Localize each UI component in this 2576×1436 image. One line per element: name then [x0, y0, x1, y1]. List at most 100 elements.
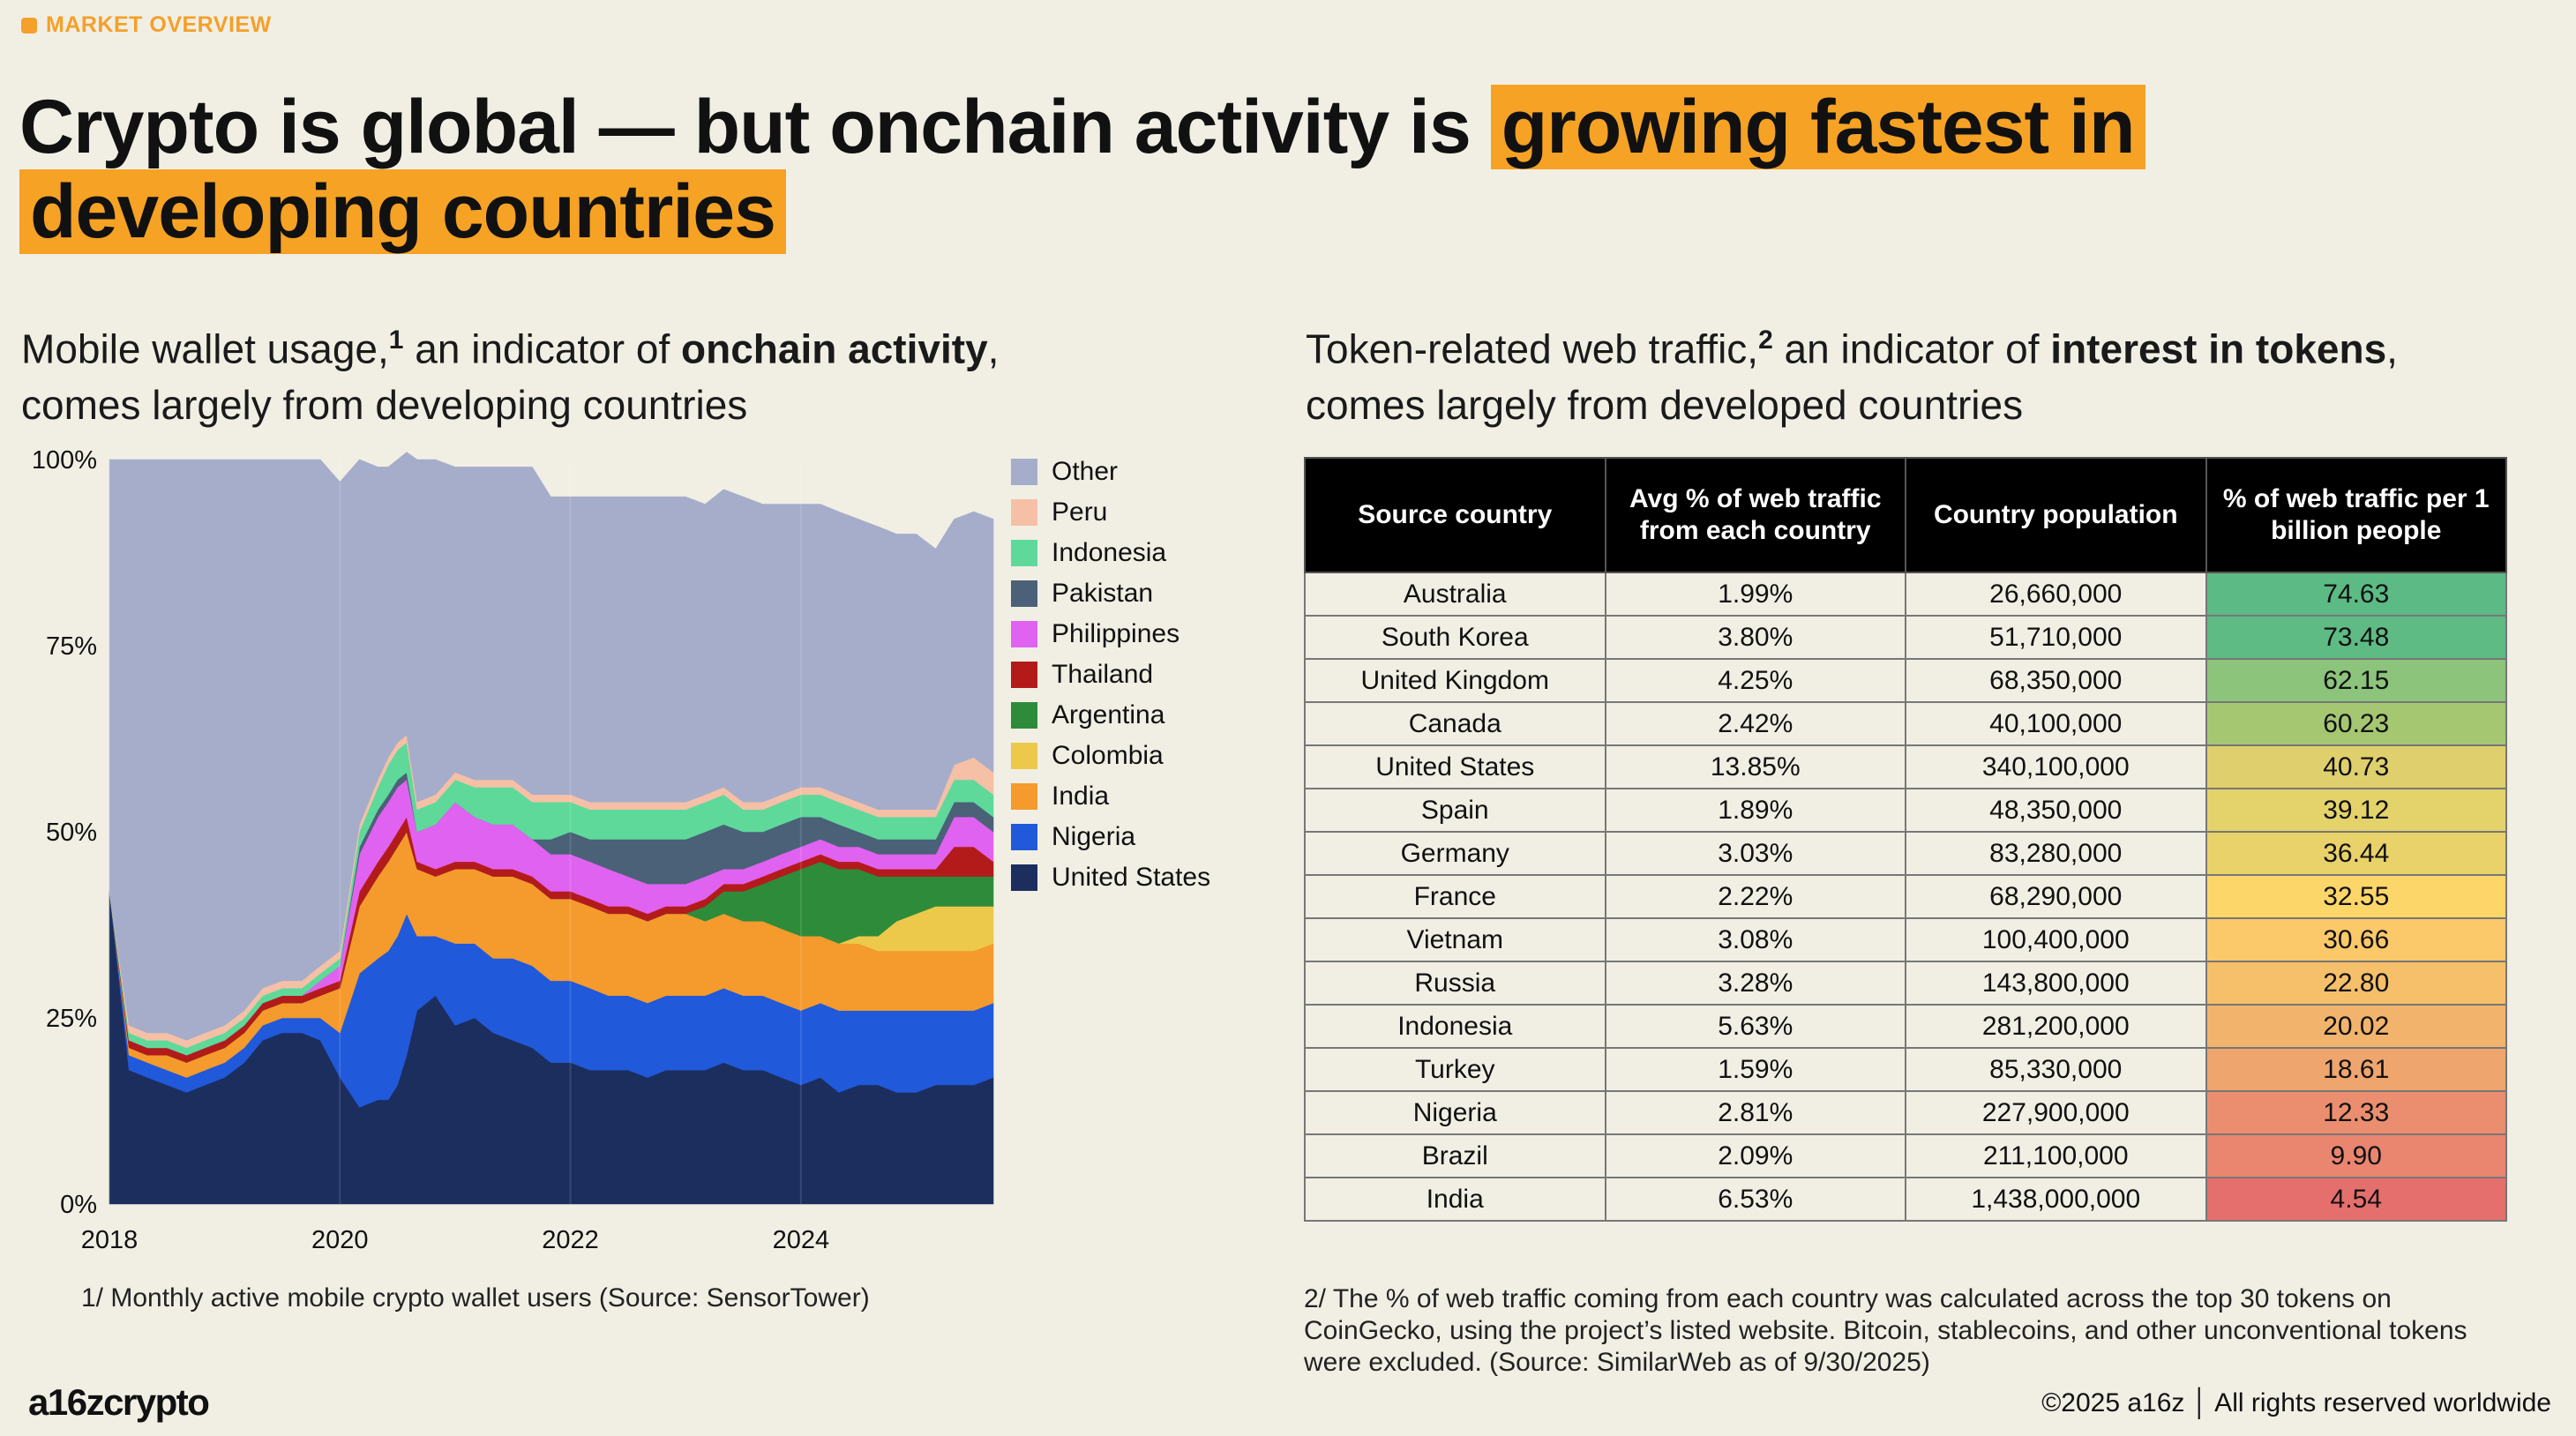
table-row: South Korea 3.80% 51,710,000 73.48	[1304, 615, 2507, 660]
section-tag: MARKET OVERVIEW	[21, 12, 272, 38]
population-cell: 100,400,000	[1905, 917, 2207, 962]
per-billion-cell: 32.55	[2205, 874, 2507, 919]
tag-label: MARKET OVERVIEW	[46, 12, 272, 37]
right-subtitle-part: Token-related web traffic,	[1306, 325, 1759, 372]
legend-label: United States	[1052, 863, 1211, 892]
legend-swatch	[1011, 459, 1037, 485]
legend-item: Nigeria	[1011, 817, 1210, 857]
population-cell: 68,290,000	[1905, 874, 2207, 919]
legend-item: Other	[1011, 452, 1210, 492]
legend-swatch	[1011, 662, 1037, 688]
legend-label: Argentina	[1052, 700, 1165, 729]
legend-item: Argentina	[1011, 695, 1210, 736]
per-billion-cell: 9.90	[2205, 1133, 2507, 1178]
legend-item: Indonesia	[1011, 533, 1210, 573]
legend-item: Pakistan	[1011, 573, 1210, 614]
right-subtitle-line2: comes largely from developed countries	[1306, 382, 2024, 429]
traffic-pct-cell: 5.63%	[1604, 1004, 1906, 1049]
per-billion-cell: 74.63	[2205, 572, 2507, 617]
table-row: Vietnam 3.08% 100,400,000 30.66	[1304, 917, 2507, 962]
right-footnote: 2/ The % of web traffic coming from each…	[1304, 1284, 2467, 1377]
table-row: France 2.22% 68,290,000 32.55	[1304, 874, 2507, 919]
right-subtitle: Token-related web traffic,2 an indicator…	[1306, 312, 2398, 433]
y-tick-label: 25%	[46, 1005, 97, 1033]
per-billion-cell: 36.44	[2205, 831, 2507, 876]
left-subtitle-emphasis: onchain activity	[681, 325, 988, 372]
legend-label: Pakistan	[1052, 579, 1154, 608]
country-cell: India	[1304, 1177, 1606, 1222]
table-row: Turkey 1.59% 85,330,000 18.61	[1304, 1047, 2507, 1092]
x-tick-label: 2018	[81, 1226, 139, 1254]
population-cell: 83,280,000	[1905, 831, 2207, 876]
per-billion-cell: 22.80	[2205, 961, 2507, 1006]
x-tick-label: 2020	[311, 1226, 369, 1254]
legend-item: Peru	[1011, 492, 1210, 533]
x-tick-label: 2022	[542, 1226, 599, 1254]
legend-item: India	[1011, 776, 1210, 817]
legend-swatch	[1011, 864, 1037, 891]
y-tick-label: 50%	[46, 819, 97, 847]
population-cell: 85,330,000	[1905, 1047, 2207, 1092]
legend-item: Philippines	[1011, 614, 1210, 654]
legend-item: Thailand	[1011, 654, 1210, 695]
legend-swatch	[1011, 824, 1037, 850]
population-cell: 51,710,000	[1905, 615, 2207, 660]
column-header: Avg % of web traffic from each country	[1604, 457, 1906, 573]
per-billion-cell: 30.66	[2205, 917, 2507, 962]
population-cell: 281,200,000	[1905, 1004, 2207, 1049]
legend-swatch	[1011, 540, 1037, 566]
traffic-pct-cell: 3.08%	[1604, 917, 1906, 962]
legend-label: Thailand	[1052, 660, 1154, 689]
legend-label: Colombia	[1052, 741, 1164, 770]
per-billion-cell: 39.12	[2205, 788, 2507, 833]
per-billion-cell: 12.33	[2205, 1090, 2507, 1135]
table-row: Indonesia 5.63% 281,200,000 20.02	[1304, 1004, 2507, 1049]
table-row: Australia 1.99% 26,660,000 74.63	[1304, 572, 2507, 617]
population-cell: 211,100,000	[1905, 1133, 2207, 1178]
traffic-pct-cell: 3.03%	[1604, 831, 1906, 876]
legend-swatch	[1011, 783, 1037, 810]
country-cell: United States	[1304, 744, 1606, 789]
column-header: Country population	[1905, 457, 2207, 573]
traffic-pct-cell: 2.81%	[1604, 1090, 1906, 1135]
traffic-pct-cell: 1.89%	[1604, 788, 1906, 833]
legend-item: Colombia	[1011, 736, 1210, 776]
legend-swatch	[1011, 702, 1037, 729]
traffic-pct-cell: 2.09%	[1604, 1133, 1906, 1178]
per-billion-cell: 73.48	[2205, 615, 2507, 660]
left-footnote: 1/ Monthly active mobile crypto wallet u…	[81, 1283, 870, 1313]
web-traffic-table: Source country Avg % of web traffic from…	[1304, 457, 2507, 1222]
legend-swatch	[1011, 499, 1037, 526]
left-subtitle-part: Mobile wallet usage,	[21, 325, 389, 372]
country-cell: France	[1304, 874, 1606, 919]
population-cell: 48,350,000	[1905, 788, 2207, 833]
footnote-marker: 1	[388, 325, 404, 355]
traffic-pct-cell: 2.22%	[1604, 874, 1906, 919]
traffic-pct-cell: 1.99%	[1604, 572, 1906, 617]
table-row: Canada 2.42% 40,100,000 60.23	[1304, 701, 2507, 746]
population-cell: 143,800,000	[1905, 961, 2207, 1006]
y-tick-label: 75%	[46, 632, 97, 661]
table-row: India 6.53% 1,438,000,000 4.54	[1304, 1177, 2507, 1222]
left-subtitle: Mobile wallet usage,1 an indicator of on…	[21, 312, 999, 433]
table-header-row: Source country Avg % of web traffic from…	[1304, 457, 2507, 573]
table-row: Spain 1.89% 48,350,000 39.12	[1304, 788, 2507, 833]
legend-label: Peru	[1052, 497, 1108, 527]
per-billion-cell: 20.02	[2205, 1004, 2507, 1049]
footnote-marker: 2	[1758, 325, 1773, 355]
a16zcrypto-logo: a16zcrypto	[28, 1381, 210, 1423]
legend-item: United States	[1011, 857, 1210, 898]
traffic-pct-cell: 3.80%	[1604, 615, 1906, 660]
population-cell: 227,900,000	[1905, 1090, 2207, 1135]
y-tick-label: 0%	[60, 1191, 97, 1219]
table-row: Nigeria 2.81% 227,900,000 12.33	[1304, 1090, 2507, 1135]
title-plain: Crypto is global — but onchain activity …	[19, 85, 1491, 169]
country-cell: Turkey	[1304, 1047, 1606, 1092]
legend-label: Indonesia	[1052, 538, 1167, 567]
left-subtitle-part: ,	[987, 325, 1000, 372]
right-subtitle-emphasis: interest in tokens	[2050, 325, 2387, 372]
country-cell: Russia	[1304, 961, 1606, 1006]
legend-label: Nigeria	[1052, 822, 1136, 851]
left-subtitle-part: an indicator of	[403, 325, 682, 372]
population-cell: 68,350,000	[1905, 658, 2207, 703]
